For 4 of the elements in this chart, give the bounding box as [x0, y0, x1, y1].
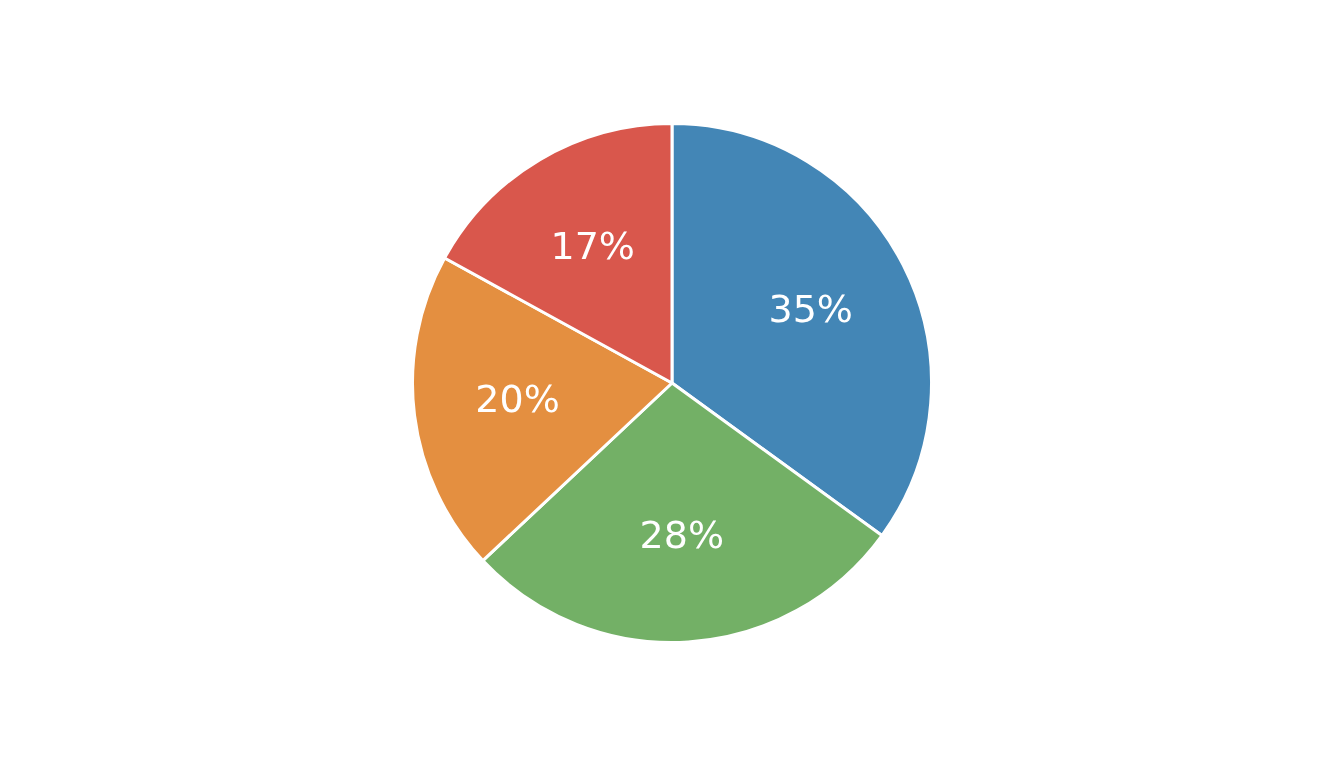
- data-label: 28%: [639, 513, 725, 558]
- data-label: 17%: [550, 223, 635, 268]
- data-label: 35%: [768, 287, 853, 332]
- data-label: 20%: [475, 377, 560, 422]
